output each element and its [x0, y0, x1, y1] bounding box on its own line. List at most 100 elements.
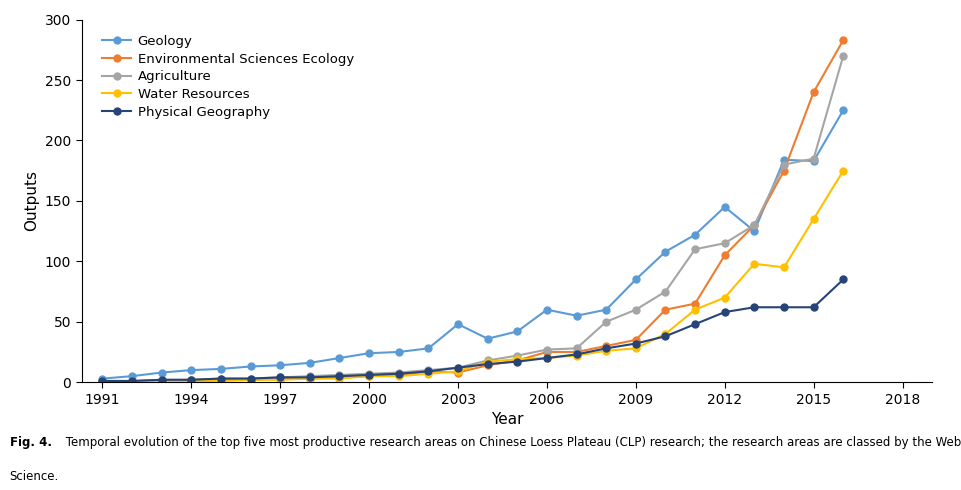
Physical Geography: [630, 341, 642, 346]
Water Resources: [689, 307, 701, 313]
Geology: [689, 232, 701, 238]
Geology: [837, 107, 849, 113]
Water Resources: [541, 355, 553, 361]
Water Resources: [156, 378, 167, 384]
Physical Geography: [749, 304, 760, 310]
Geology: [333, 355, 345, 361]
Environmental Sciences Ecology: [393, 372, 405, 378]
Physical Geography: [571, 351, 582, 357]
Agriculture: [453, 365, 464, 370]
Water Resources: [363, 373, 375, 379]
Geology: [363, 350, 375, 356]
Agriculture: [511, 353, 523, 359]
Water Resources: [808, 216, 820, 222]
Water Resources: [423, 371, 434, 377]
Agriculture: [97, 378, 109, 384]
Geology: [778, 157, 790, 163]
Agriculture: [837, 53, 849, 59]
Physical Geography: [689, 321, 701, 327]
Environmental Sciences Ecology: [659, 307, 671, 313]
Physical Geography: [156, 377, 167, 383]
Geology: [156, 369, 167, 375]
Agriculture: [481, 358, 493, 364]
Physical Geography: [126, 378, 137, 384]
Agriculture: [659, 289, 671, 294]
Physical Geography: [304, 374, 315, 380]
Line: Physical Geography: Physical Geography: [99, 276, 847, 385]
Water Resources: [749, 261, 760, 267]
Agriculture: [245, 376, 257, 382]
Water Resources: [126, 379, 137, 385]
Environmental Sciences Ecology: [601, 343, 612, 349]
Physical Geography: [215, 376, 227, 382]
Agriculture: [423, 367, 434, 373]
Agriculture: [215, 376, 227, 382]
Agriculture: [719, 240, 730, 246]
Geology: [541, 307, 553, 313]
Physical Geography: [659, 333, 671, 339]
Geology: [659, 249, 671, 255]
Water Resources: [304, 376, 315, 382]
Agriculture: [778, 162, 790, 168]
Agriculture: [275, 374, 286, 380]
Physical Geography: [363, 372, 375, 378]
Agriculture: [630, 307, 642, 313]
Water Resources: [837, 168, 849, 173]
Geology: [304, 360, 315, 366]
Environmental Sciences Ecology: [126, 378, 137, 384]
Physical Geography: [393, 371, 405, 377]
Geology: [423, 345, 434, 351]
Physical Geography: [453, 365, 464, 370]
Geology: [481, 336, 493, 342]
Y-axis label: Outputs: Outputs: [24, 171, 39, 231]
Geology: [511, 328, 523, 334]
Environmental Sciences Ecology: [245, 377, 257, 383]
Geology: [97, 376, 109, 382]
Physical Geography: [719, 309, 730, 315]
Environmental Sciences Ecology: [837, 37, 849, 43]
Environmental Sciences Ecology: [333, 374, 345, 380]
Geology: [215, 366, 227, 372]
Environmental Sciences Ecology: [719, 252, 730, 258]
Water Resources: [275, 377, 286, 383]
Agriculture: [601, 319, 612, 325]
Geology: [393, 349, 405, 355]
Physical Geography: [808, 304, 820, 310]
Environmental Sciences Ecology: [97, 378, 109, 384]
Agriculture: [808, 156, 820, 162]
Geology: [808, 158, 820, 164]
Water Resources: [571, 353, 582, 359]
Physical Geography: [423, 368, 434, 374]
Physical Geography: [185, 377, 197, 383]
Water Resources: [601, 348, 612, 354]
Physical Geography: [275, 374, 286, 380]
Agriculture: [304, 373, 315, 379]
Geology: [601, 307, 612, 313]
Environmental Sciences Ecology: [275, 376, 286, 382]
Environmental Sciences Ecology: [808, 89, 820, 95]
Environmental Sciences Ecology: [749, 222, 760, 228]
Water Resources: [630, 345, 642, 351]
Environmental Sciences Ecology: [185, 377, 197, 383]
Line: Agriculture: Agriculture: [99, 52, 847, 385]
Water Resources: [719, 294, 730, 300]
Water Resources: [97, 379, 109, 385]
Geology: [630, 276, 642, 282]
Water Resources: [778, 265, 790, 270]
Environmental Sciences Ecology: [481, 362, 493, 368]
Agriculture: [749, 222, 760, 228]
Water Resources: [453, 368, 464, 374]
X-axis label: Year: Year: [491, 412, 523, 427]
Geology: [275, 362, 286, 368]
Water Resources: [245, 377, 257, 383]
Physical Geography: [541, 355, 553, 361]
Physical Geography: [245, 376, 257, 382]
Physical Geography: [601, 345, 612, 351]
Water Resources: [393, 373, 405, 379]
Geology: [185, 367, 197, 373]
Water Resources: [481, 359, 493, 365]
Environmental Sciences Ecology: [778, 168, 790, 173]
Legend: Geology, Environmental Sciences Ecology, Agriculture, Water Resources, Physical : Geology, Environmental Sciences Ecology,…: [97, 30, 359, 124]
Environmental Sciences Ecology: [689, 301, 701, 307]
Water Resources: [185, 378, 197, 384]
